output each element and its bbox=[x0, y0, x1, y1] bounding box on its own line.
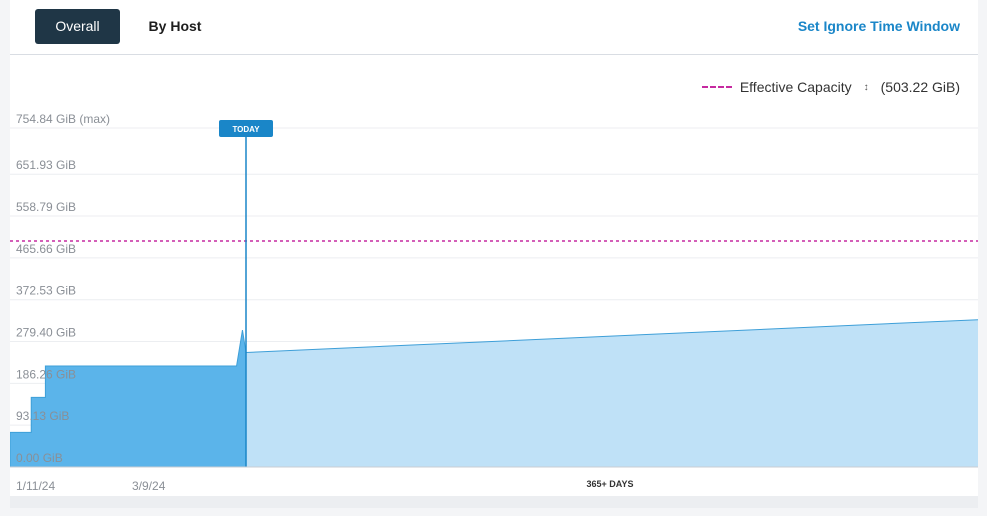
today-label: TODAY bbox=[232, 125, 260, 134]
y-tick-label: 465.66 GiB bbox=[16, 242, 76, 256]
y-tick-label: 186.26 GiB bbox=[16, 367, 76, 381]
capacity-chart: 754.84 GiB (max) 651.93 GiB 558.79 GiB 465.… bbox=[10, 112, 978, 493]
x-tick-label: 3/9/24 bbox=[132, 479, 166, 493]
forecast-line bbox=[245, 319, 978, 353]
tab-by-host[interactable]: By Host bbox=[148, 18, 202, 34]
chart-legend: Effective Capacity ↕ (503.22 GiB) bbox=[701, 79, 960, 95]
y-tick-label: 0.00 GiB bbox=[16, 451, 63, 465]
y-tick-label: 558.79 GiB bbox=[16, 200, 76, 214]
sort-icon[interactable]: ↕ bbox=[863, 81, 869, 93]
capacity-dash-swatch bbox=[701, 86, 732, 88]
legend-value: (503.22 GiB) bbox=[880, 79, 960, 95]
x-tick-label: 1/11/24 bbox=[16, 479, 55, 493]
y-tick-label: 93.13 GiB bbox=[16, 409, 69, 423]
chart-scrollbar[interactable] bbox=[10, 496, 978, 508]
legend-label: Effective Capacity bbox=[739, 79, 852, 95]
future-days-label: 365+ DAYS bbox=[587, 479, 634, 489]
capacity-card: Overall By Host Set Ignore Time Window E… bbox=[10, 0, 978, 508]
tab-overall[interactable]: Overall bbox=[35, 9, 120, 44]
forecast-area bbox=[246, 319, 978, 467]
today-badge[interactable] bbox=[219, 120, 273, 137]
y-tick-label: 754.84 GiB (max) bbox=[16, 112, 110, 126]
y-tick-label: 279.40 GiB bbox=[16, 326, 76, 340]
tab-bar: Overall By Host Set Ignore Time Window bbox=[10, 0, 978, 55]
historical-area bbox=[10, 329, 247, 468]
set-ignore-time-window-link[interactable]: Set Ignore Time Window bbox=[797, 18, 960, 34]
y-tick-label: 372.53 GiB bbox=[16, 284, 76, 298]
y-tick-label: 651.93 GiB bbox=[16, 158, 76, 172]
